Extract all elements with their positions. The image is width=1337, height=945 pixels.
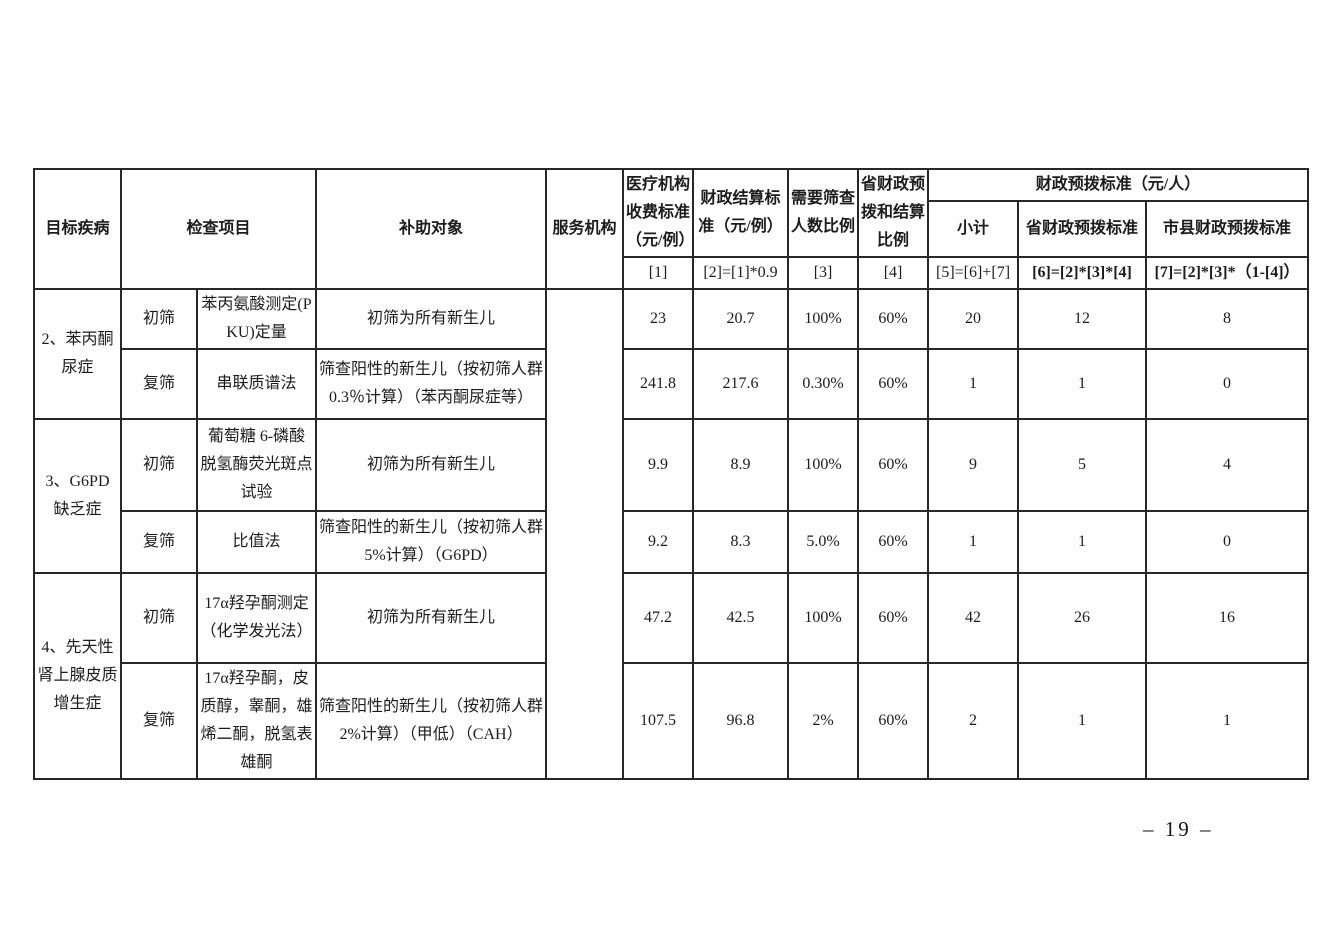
cell-disease-name: 4、先天性肾上腺皮质增生症	[33, 572, 122, 780]
cell-city-prepay: 16	[1145, 572, 1310, 664]
cell-screen-ratio: 100%	[787, 418, 860, 512]
cell-settlement: 8.3	[692, 510, 790, 574]
table-row: 复筛 17α羟孕酮，皮质醇，睾酮，雄烯二酮，脱氢表雄酮 筛查阳性的新生儿（按初筛…	[34, 662, 1310, 780]
formula-7: [7]=[2]*[3]*（1-[4]）	[1145, 256, 1310, 290]
header-prepay-standard-group: 财政预拨标准（元/人）	[927, 168, 1310, 202]
header-row-2: 小计 省财政预拨标准 市县财政预拨标准	[34, 200, 1310, 258]
cell-test-method: 串联质谱法	[195, 348, 318, 420]
cell-subtotal: 1	[927, 510, 1020, 574]
cell-screening-stage: 复筛	[120, 662, 198, 780]
cell-city-prepay: 8	[1145, 288, 1310, 350]
cell-hospital-fee: 23	[622, 288, 695, 350]
header-service-org: 服务机构	[545, 168, 625, 290]
header-provincial-prepay-ratio: 省财政预拨和结算比例	[857, 168, 930, 258]
cell-settlement: 20.7	[692, 288, 790, 350]
cell-hospital-fee: 9.9	[622, 418, 695, 512]
cell-test-method: 17α羟孕酮，皮质醇，睾酮，雄烯二酮，脱氢表雄酮	[195, 662, 318, 780]
table-row: 3、G6PD 缺乏症 初筛 葡萄糖 6-磷酸脱氢酶荧光斑点试验 初筛为所有新生儿…	[33, 418, 1310, 574]
formula-5: [5]=[6]+[7]	[927, 256, 1020, 290]
cell-prepay-ratio: 60%	[857, 348, 930, 420]
header-row-1: 目标疾病 检查项目 补助对象 服务机构 医疗机构收费标准（元/例） 财政结算标准…	[33, 168, 1310, 290]
cell-screening-stage: 初筛	[120, 572, 198, 664]
cell-prepay-ratio: 60%	[857, 418, 930, 512]
cell-city-prepay: 4	[1145, 418, 1310, 512]
cell-service-org	[545, 288, 625, 780]
cell-subtotal: 2	[927, 662, 1020, 780]
formula-row: [1] [2]=[1]*0.9 [3] [4] [5]=[6]+[7] [6]=…	[34, 256, 1310, 290]
cell-subtotal: 1	[927, 348, 1020, 420]
cell-prepay-ratio: 60%	[857, 288, 930, 350]
cell-screen-ratio: 100%	[787, 288, 860, 350]
cell-hospital-fee: 9.2	[622, 510, 695, 574]
cell-subtotal: 20	[927, 288, 1020, 350]
cell-subsidy-target: 初筛为所有新生儿	[315, 418, 548, 512]
cell-provincial-prepay: 1	[1017, 662, 1148, 780]
header-provincial-prepay-standard: 省财政预拨标准	[1017, 200, 1148, 258]
cell-disease-name: 3、G6PD 缺乏症	[33, 418, 122, 574]
cell-screen-ratio: 2%	[787, 662, 860, 780]
header-fiscal-settlement-standard: 财政结算标准（元/例）	[692, 168, 790, 258]
cell-subtotal: 42	[927, 572, 1020, 664]
header-city-county-prepay-standard: 市县财政预拨标准	[1145, 200, 1310, 258]
cell-hospital-fee: 241.8	[622, 348, 695, 420]
cell-test-method: 17α羟孕酮测定（化学发光法）	[195, 572, 318, 664]
cell-subtotal: 9	[927, 418, 1020, 512]
table-row: 4、先天性肾上腺皮质增生症 初筛 17α羟孕酮测定（化学发光法） 初筛为所有新生…	[33, 572, 1310, 780]
cell-prepay-ratio: 60%	[857, 510, 930, 574]
formula-3: [3]	[787, 256, 860, 290]
cell-prepay-ratio: 60%	[857, 662, 930, 780]
cell-hospital-fee: 47.2	[622, 572, 695, 664]
header-check-item: 检查项目	[119, 168, 318, 290]
cell-screening-stage: 初筛	[120, 418, 198, 512]
cell-subsidy-target: 初筛为所有新生儿	[315, 572, 548, 664]
cell-subsidy-target: 筛查阳性的新生儿（按初筛人群 5%计算）（G6PD）	[315, 510, 548, 574]
formula-6: [6]=[2]*[3]*[4]	[1017, 256, 1148, 290]
table-row: 2、苯丙酮尿症 初筛 苯丙氨酸测定(PKU)定量 初筛为所有新生儿 23 20.…	[33, 288, 1310, 780]
cell-test-method: 苯丙氨酸测定(PKU)定量	[195, 288, 318, 350]
cell-provincial-prepay: 26	[1017, 572, 1148, 664]
page-number: – 19 –	[1143, 817, 1214, 841]
cell-subsidy-target: 初筛为所有新生儿	[315, 288, 548, 350]
cell-settlement: 217.6	[692, 348, 790, 420]
cell-screening-stage: 初筛	[120, 288, 198, 350]
cell-city-prepay: 1	[1145, 662, 1310, 780]
cell-subsidy-target: 筛查阳性的新生儿（按初筛人群 2%计算）（甲低）（CAH）	[315, 662, 548, 780]
table-row: 复筛 比值法 筛查阳性的新生儿（按初筛人群 5%计算）（G6PD） 9.2 8.…	[34, 510, 1310, 574]
cell-subsidy-target: 筛查阳性的新生儿（按初筛人群 0.3％计算）（苯丙酮尿症等）	[315, 348, 548, 420]
header-hospital-fee-standard: 医疗机构收费标准（元/例）	[622, 168, 695, 258]
header-subsidy-target: 补助对象	[315, 168, 548, 290]
formula-1: [1]	[622, 256, 695, 290]
header-screening-ratio: 需要筛查人数比例	[787, 168, 860, 258]
cell-screen-ratio: 5.0%	[787, 510, 860, 574]
subsidy-standards-table: 目标疾病 检查项目 补助对象 服务机构 医疗机构收费标准（元/例） 财政结算标准…	[33, 168, 1310, 780]
cell-provincial-prepay: 1	[1017, 348, 1148, 420]
cell-city-prepay: 0	[1145, 348, 1310, 420]
formula-4: [4]	[857, 256, 930, 290]
cell-city-prepay: 0	[1145, 510, 1310, 574]
cell-hospital-fee: 107.5	[622, 662, 695, 780]
cell-settlement: 42.5	[692, 572, 790, 664]
cell-screening-stage: 复筛	[120, 348, 198, 420]
cell-settlement: 8.9	[692, 418, 790, 512]
header-target-disease: 目标疾病	[33, 168, 122, 290]
cell-test-method: 葡萄糖 6-磷酸脱氢酶荧光斑点试验	[195, 418, 318, 512]
cell-provincial-prepay: 5	[1017, 418, 1148, 512]
cell-screen-ratio: 100%	[787, 572, 860, 664]
cell-provincial-prepay: 1	[1017, 510, 1148, 574]
header-subtotal: 小计	[927, 200, 1020, 258]
cell-screening-stage: 复筛	[120, 510, 198, 574]
cell-settlement: 96.8	[692, 662, 790, 780]
cell-provincial-prepay: 12	[1017, 288, 1148, 350]
table-row: 复筛 串联质谱法 筛查阳性的新生儿（按初筛人群 0.3％计算）（苯丙酮尿症等） …	[34, 348, 1310, 420]
cell-prepay-ratio: 60%	[857, 572, 930, 664]
cell-test-method: 比值法	[195, 510, 318, 574]
formula-2: [2]=[1]*0.9	[692, 256, 790, 290]
cell-disease-name: 2、苯丙酮尿症	[33, 288, 122, 420]
cell-screen-ratio: 0.30%	[787, 348, 860, 420]
